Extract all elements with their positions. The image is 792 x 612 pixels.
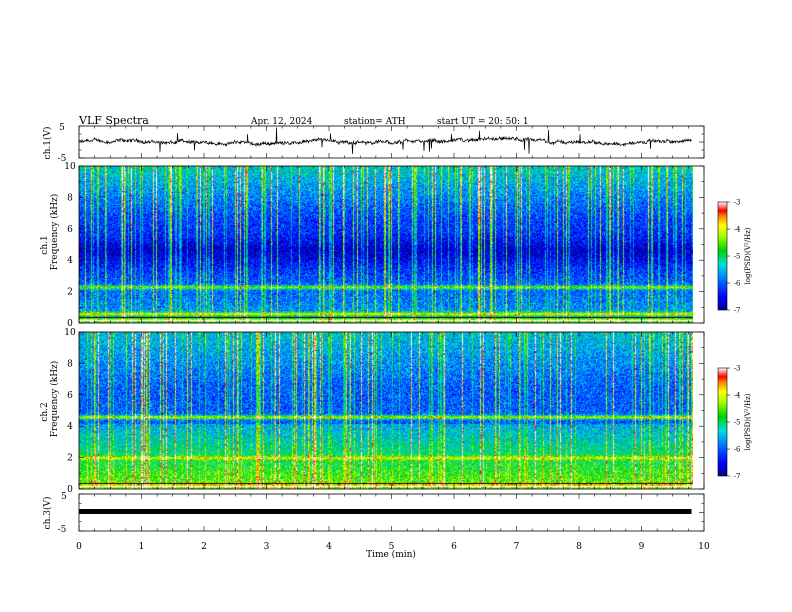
spectrogram-ytick-label: 6 <box>67 391 73 401</box>
spectrogram-ytick-label: 8 <box>67 193 73 203</box>
ch1-colorbar-ticks: -3 -4 -5 -6 -7 <box>727 199 741 315</box>
x-tick-label: 0 <box>76 542 82 552</box>
ch1-axis-ticks <box>78 125 705 159</box>
ch2-spectrogram-ylabel-line2: Frequency (kHz) <box>49 361 60 438</box>
x-axis-label: Time (min) <box>366 549 416 560</box>
ch3-waveform-panel: 5 -5 ch.3(V) <box>42 492 705 535</box>
spectrogram-ytick-label: 8 <box>67 359 73 369</box>
ch1-spectrogram-ylabel-line1: ch.1 <box>40 235 50 254</box>
ch1-waveform-panel: 5 -5 ch.1(V) <box>42 123 705 164</box>
colorbar-tick-label: -5 <box>734 419 741 427</box>
spectrogram-ytick-label: 0 <box>67 485 73 495</box>
x-tick-label: 7 <box>514 542 520 552</box>
ch1-colorbar-label: log(PSD)(V²/Hz) <box>744 227 752 284</box>
start-time-label: start UT = 20: 50: 1 <box>437 117 529 127</box>
station-label: station= ATH <box>344 117 406 127</box>
x-tick-label: 6 <box>451 542 457 552</box>
x-tick-label: 8 <box>576 542 582 552</box>
ch2-colorbar-label: log(PSD)(V²/Hz) <box>744 393 752 450</box>
ch3-ytick-top: 5 <box>61 492 67 502</box>
ch1-ytick-bottom: -5 <box>58 154 67 164</box>
spectrogram-ytick-label: 0 <box>67 319 73 329</box>
colorbar-tick-label: -5 <box>734 253 741 261</box>
ch3-ylabel: ch.3(V) <box>42 497 53 530</box>
spectrogram-ytick-label: 2 <box>67 454 73 464</box>
date-label: Apr. 12, 2024 <box>250 117 313 127</box>
spectrogram-ytick-label: 4 <box>67 256 73 266</box>
colorbar-tick-label: -4 <box>734 226 741 234</box>
colorbar-tick-label: -7 <box>734 473 741 481</box>
ch1-spectrogram-image <box>79 166 693 323</box>
ch2-spectrogram-ticks <box>78 331 705 490</box>
spectrogram-ytick-label: 2 <box>67 288 73 298</box>
x-tick-label: 4 <box>326 542 332 552</box>
x-tick-label: 1 <box>139 542 145 552</box>
ch3-trace <box>79 509 692 514</box>
colorbar-tick-label: -4 <box>734 392 741 400</box>
x-tick-label: 3 <box>264 542 270 552</box>
ch2-colorbar <box>717 367 728 477</box>
x-axis-tick-labels: 0 1 2 3 4 5 6 7 8 9 10 <box>76 542 710 552</box>
colorbar-tick-label: -6 <box>734 280 741 288</box>
ch1-ytick-top: 5 <box>59 123 65 133</box>
figure-title: VLF Spectra <box>78 114 149 127</box>
ch2-colorbar-ticks: -3 -4 -5 -6 -7 <box>727 365 741 481</box>
colorbar-tick-label: -7 <box>734 307 741 315</box>
ch3-axis-ticks <box>78 493 705 532</box>
ch1-spectrogram-ticks <box>78 165 705 324</box>
x-tick-label: 5 <box>389 542 395 552</box>
colorbar-tick-label: -6 <box>734 446 741 454</box>
spectrogram-ytick-label: 6 <box>67 225 73 235</box>
ch1-colorbar <box>717 201 728 311</box>
ch1-trace <box>78 127 692 155</box>
ch2-spectrogram-ytick-labels: 0 2 4 6 8 10 <box>64 328 76 495</box>
x-tick-label: 9 <box>639 542 645 552</box>
ch2-spectrogram-ylabel-line1: ch.2 <box>40 402 50 421</box>
spectrogram-ytick-label: 4 <box>67 422 73 432</box>
ch1-ylabel: ch.1(V) <box>42 127 53 160</box>
ch1-spectrogram-ytick-labels: 0 2 4 6 8 10 <box>64 162 76 329</box>
colorbar-tick-label: -3 <box>734 365 741 373</box>
spectrogram-ytick-label: 10 <box>64 162 76 172</box>
colorbar-tick-label: -3 <box>734 199 741 207</box>
x-tick-label: 10 <box>698 542 710 552</box>
x-tick-label: 2 <box>201 542 207 552</box>
ch1-spectrogram-ylabel-line2: Frequency (kHz) <box>49 194 60 271</box>
ch3-ytick-bottom: -5 <box>58 525 67 535</box>
spectrogram-ytick-label: 10 <box>64 328 76 338</box>
ch2-spectrogram-image <box>79 332 693 489</box>
